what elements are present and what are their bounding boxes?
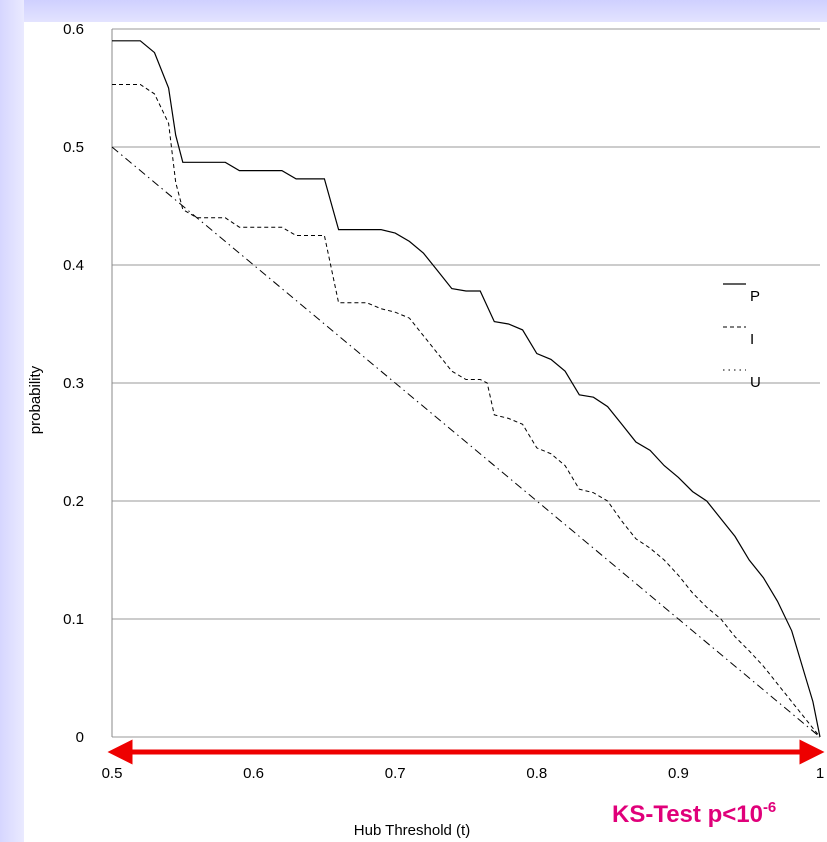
x-tick-label: 1: [816, 765, 824, 782]
legend: P I U: [723, 283, 761, 391]
series-line-P: [112, 40, 821, 738]
x-tick-label: 0.7: [385, 765, 406, 782]
y-tick-labels: 0 0.1 0.2 0.3 0.4 0.5 0.6: [63, 21, 84, 746]
x-tick-label: 0.8: [526, 765, 547, 782]
series-lines: [111, 40, 821, 738]
slide-frame-top: [0, 0, 827, 22]
x-axis-title: Hub Threshold (t): [354, 822, 470, 839]
y-tick-label: 0.2: [63, 493, 84, 510]
y-tick-label: 0: [76, 729, 84, 746]
legend-label-P: P: [750, 288, 760, 305]
x-tick-label: 0.5: [102, 765, 123, 782]
ks-test-text: KS-Test p<10: [612, 801, 763, 828]
ks-test-exponent: -6: [762, 799, 777, 816]
y-tick-label: 0.5: [63, 139, 84, 156]
series-line-U: [111, 146, 821, 738]
series-line-I: [112, 84, 821, 738]
x-tick-label: 0.9: [668, 765, 689, 782]
y-tick-label: 0.4: [63, 257, 84, 274]
y-tick-label: 0.3: [63, 375, 84, 392]
y-tick-label: 0.1: [63, 611, 84, 628]
y-tick-label: 0.6: [63, 21, 84, 38]
y-axis-title: probability: [27, 365, 44, 434]
gridlines: [112, 28, 820, 738]
x-tick-label: 0.6: [243, 765, 264, 782]
legend-label-I: I: [750, 331, 754, 348]
slide-frame-left: [0, 0, 24, 842]
legend-label-U: U: [750, 374, 761, 391]
ks-test-annotation: KS-Test p<10-6: [612, 799, 776, 829]
x-tick-labels: 0.5 0.6 0.7 0.8 0.9 1: [102, 765, 825, 782]
